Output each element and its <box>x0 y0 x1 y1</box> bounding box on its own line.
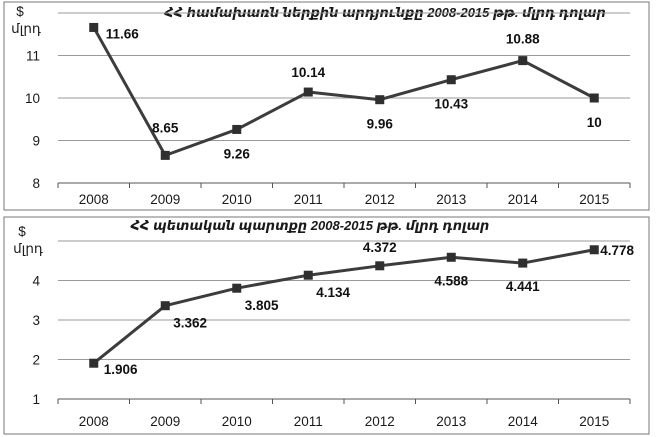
debt-data-point <box>303 270 313 280</box>
gdp-data-label: 10 <box>587 115 602 130</box>
debt-data-label: 1.906 <box>104 362 138 377</box>
gdp-data-point <box>303 87 313 97</box>
gdp-x-tick-label: 2012 <box>365 192 395 207</box>
gdp-line-chart: ՀՀ համախառն ներքին արդյունքը 2008-2015 թ… <box>3 1 650 211</box>
gdp-data-label: 10.14 <box>291 65 325 80</box>
debt-y-tick-label: 1 <box>32 392 40 407</box>
debt-y-unit-symbol: $ <box>18 224 26 239</box>
debt-y-tick-label: 3 <box>32 313 40 328</box>
gdp-x-tick-label: 2009 <box>150 192 180 207</box>
gdp-y-unit-symbol: $ <box>16 4 24 19</box>
debt-y-tick-label: 4 <box>32 274 40 289</box>
gdp-data-point <box>89 22 99 32</box>
gdp-series-line <box>92 26 595 157</box>
debt-data-label: 3.362 <box>173 316 207 331</box>
debt-data-label: 3.805 <box>245 298 279 313</box>
debt-data-point <box>518 258 528 268</box>
debt-data-point <box>375 261 385 271</box>
debt-data-label: 4.134 <box>316 285 350 300</box>
debt-y-tick-label: 2 <box>32 353 40 368</box>
debt-data-label: 4.778 <box>600 243 634 258</box>
gdp-data-point <box>375 95 385 105</box>
debt-y-unit-label: մլրդ <box>13 241 43 256</box>
gdp-y-unit-label: մլրդ <box>11 21 41 36</box>
debt-x-tick-label: 2010 <box>222 414 252 429</box>
gdp-data-label: 10.88 <box>506 32 540 47</box>
debt-data-point <box>89 358 99 368</box>
debt-chart-title: ՀՀ պետական պարտքը 2008-2015 թթ. մլրդ դոլ… <box>130 218 490 233</box>
debt-x-tick-label: 2009 <box>150 414 180 429</box>
debt-x-tick-label: 2008 <box>79 414 109 429</box>
gdp-data-point <box>160 150 170 160</box>
debt-x-tick-label: 2013 <box>436 414 466 429</box>
gdp-x-tick-label: 2008 <box>79 192 109 207</box>
debt-chart-frame <box>3 216 650 435</box>
debt-data-point <box>160 301 170 311</box>
gdp-data-label: 9.26 <box>224 146 251 161</box>
gdp-chart-panel: ՀՀ համախառն ներքին արդյունքը 2008-2015 թ… <box>0 0 656 213</box>
gdp-x-tick-label: 2011 <box>294 192 323 207</box>
gdp-data-point <box>232 124 242 134</box>
debt-data-point <box>589 245 599 255</box>
debt-data-label: 4.372 <box>363 240 397 255</box>
debt-data-label: 4.588 <box>434 273 468 288</box>
gdp-data-label: 8.65 <box>152 120 179 135</box>
gdp-data-point <box>589 93 599 103</box>
gdp-data-label: 10.43 <box>434 97 468 112</box>
gdp-chart-frame <box>3 1 650 211</box>
debt-data-point <box>232 283 242 293</box>
gdp-data-point <box>518 56 528 66</box>
debt-data-point <box>446 252 456 262</box>
debt-series-line <box>92 248 595 365</box>
debt-data-label: 4.441 <box>506 279 540 294</box>
gdp-x-tick-label: 2013 <box>436 192 466 207</box>
gdp-y-tick-label: 10 <box>25 91 40 106</box>
debt-x-tick-label: 2014 <box>508 414 539 429</box>
gdp-x-tick-label: 2015 <box>579 192 609 207</box>
debt-chart-panel: ՀՀ պետական պարտքը 2008-2015 թթ. մլրդ դոլ… <box>0 216 656 437</box>
debt-x-tick-label: 2012 <box>365 414 395 429</box>
gdp-y-tick-label: 9 <box>32 134 40 149</box>
gdp-y-tick-label: 11 <box>26 49 40 64</box>
gdp-data-point <box>446 75 456 85</box>
debt-x-tick-label: 2015 <box>579 414 609 429</box>
gdp-x-tick-label: 2014 <box>508 192 539 207</box>
debt-x-tick-label: 2011 <box>294 414 323 429</box>
debt-line-chart: ՀՀ պետական պարտքը 2008-2015 թթ. մլրդ դոլ… <box>3 216 650 435</box>
gdp-x-tick-label: 2010 <box>222 192 252 207</box>
gdp-data-label: 9.96 <box>367 117 394 132</box>
gdp-data-label: 11.66 <box>106 26 140 41</box>
gdp-y-tick-label: 8 <box>32 176 40 191</box>
